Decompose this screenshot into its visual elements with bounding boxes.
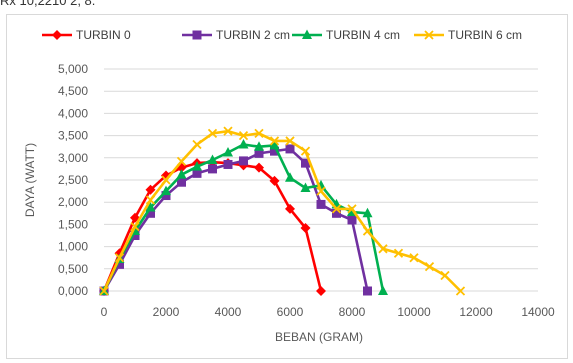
series-4-point xyxy=(440,270,450,281)
series-3-point xyxy=(269,139,280,150)
series-3-point xyxy=(145,202,156,212)
series-2-point xyxy=(223,159,233,169)
series-3-point xyxy=(238,138,249,149)
cropped-header-text: Rx 10,2210 2, 8. xyxy=(0,0,96,8)
series-4-point xyxy=(424,261,435,272)
series-4-point xyxy=(347,204,357,214)
series-4-point xyxy=(254,128,264,139)
series-3-point xyxy=(254,141,264,151)
series-2-point xyxy=(347,215,357,225)
series-2-point xyxy=(115,259,124,269)
x-tick-label: 0 xyxy=(101,305,108,319)
series-4-point xyxy=(238,130,249,141)
legend-series-3-label: TURBIN 4 cm xyxy=(326,28,400,42)
series-1-point xyxy=(145,184,156,195)
series-3-point xyxy=(223,146,233,157)
chart-border xyxy=(6,14,568,359)
series-4-point xyxy=(362,226,373,236)
legend-series-1-label: TURBIN 0 xyxy=(76,28,131,42)
x-tick-label: 4000 xyxy=(215,305,242,319)
series-3-point xyxy=(176,169,187,179)
series-4-point xyxy=(455,286,466,296)
series-3-point xyxy=(192,161,202,171)
series-3-point xyxy=(161,185,171,196)
series-3-point xyxy=(207,154,218,165)
series-4-point xyxy=(99,286,109,296)
series-1-point xyxy=(269,175,280,186)
series-1-point xyxy=(300,222,311,233)
y-tick-label: 3,500 xyxy=(58,129,88,143)
series-2-point xyxy=(270,146,279,156)
series-2-point xyxy=(161,191,171,201)
series-2-point xyxy=(332,208,341,218)
y-tick-label: 5,000 xyxy=(58,62,88,76)
series-3-point xyxy=(300,182,311,192)
series-3-point xyxy=(285,172,295,182)
y-tick-label: 2,000 xyxy=(58,195,88,209)
series-2-point xyxy=(192,168,202,178)
series-2-point xyxy=(177,177,186,187)
y-tick-label: 4,500 xyxy=(58,84,88,98)
series-4-point xyxy=(176,156,187,166)
series-3-point xyxy=(378,285,388,295)
series-4-point xyxy=(192,139,202,150)
legend-series-4-label: TURBIN 6 cm xyxy=(448,28,522,42)
series-4-point xyxy=(130,221,140,232)
series-2-point xyxy=(254,148,264,158)
legend-series-2-marker xyxy=(192,30,202,40)
series-4-line xyxy=(102,129,462,292)
x-tick-label: 6000 xyxy=(277,305,304,319)
series-2-point xyxy=(316,199,326,209)
series-2-point xyxy=(130,231,140,240)
series-4-point xyxy=(207,128,218,139)
y-tick-label: 3,000 xyxy=(58,151,88,165)
series-3-point xyxy=(362,207,373,218)
series-2-point xyxy=(301,158,310,168)
series-1-point xyxy=(285,203,295,214)
x-tick-label: 8000 xyxy=(339,305,366,319)
x-tick-label: 10000 xyxy=(397,305,431,319)
y-tick-label: 0,500 xyxy=(58,262,88,276)
legend-series-4-marker xyxy=(424,30,434,40)
series-1-point xyxy=(316,286,326,296)
series-4-point xyxy=(316,186,326,196)
series-4-point xyxy=(145,195,156,205)
x-tick-label: 14000 xyxy=(521,305,555,319)
series-4-point xyxy=(285,136,295,146)
series-4-point xyxy=(300,146,311,156)
series-2-point xyxy=(146,208,155,218)
series-2-point xyxy=(208,164,217,174)
y-tick-label: 0,000 xyxy=(58,284,88,298)
series-4-point xyxy=(331,204,342,214)
series-4-point xyxy=(378,244,388,254)
series-1-point xyxy=(254,162,264,173)
series-2-point xyxy=(285,144,295,154)
x-tick-label: 2000 xyxy=(153,305,180,319)
y-tick-label: 1,500 xyxy=(58,217,88,231)
series-4-point xyxy=(393,248,404,258)
legend-series-2-label: TURBIN 2 cm xyxy=(216,28,290,42)
y-tick-label: 2,500 xyxy=(58,173,88,187)
y-tick-label: 4,000 xyxy=(58,106,88,120)
legend-series-1-marker xyxy=(52,30,62,40)
legend-series-3-marker xyxy=(302,29,312,39)
y-tick-label: 1,000 xyxy=(58,240,88,254)
series-2-point xyxy=(239,156,248,166)
series-4-point xyxy=(409,253,419,263)
series-2-point xyxy=(363,286,372,296)
y-axis-title: DAYA (WATT) xyxy=(23,143,37,217)
x-axis-title: BEBAN (GRAM) xyxy=(275,330,363,344)
x-tick-label: 12000 xyxy=(459,305,493,319)
series-4-point xyxy=(161,175,171,185)
series-4-point xyxy=(114,253,125,263)
series-4-point xyxy=(269,136,280,146)
series-4-point xyxy=(223,126,233,136)
